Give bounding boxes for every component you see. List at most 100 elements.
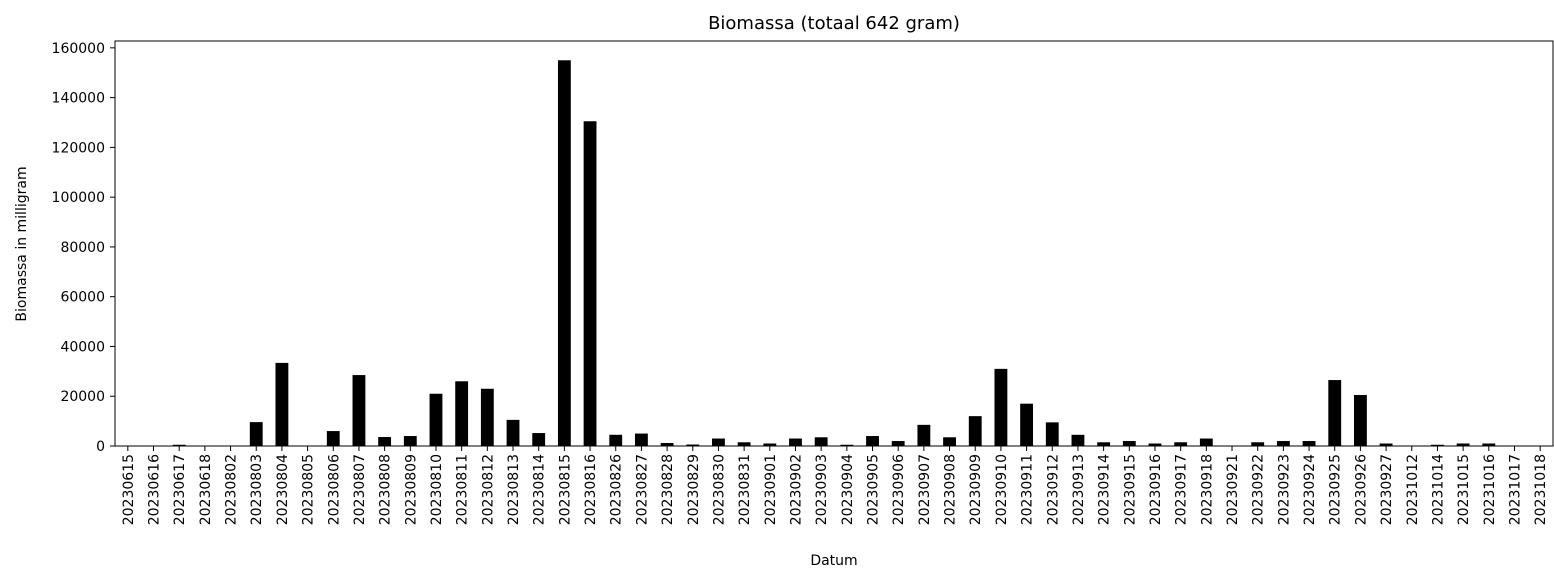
bar xyxy=(403,436,417,446)
bar xyxy=(557,60,571,447)
bar xyxy=(891,441,905,446)
x-tick-label: 20231012 xyxy=(1405,454,1421,525)
plot-frame xyxy=(114,40,1554,447)
x-tick-label: 20231014 xyxy=(1430,454,1446,525)
x-tick-label: 20231018 xyxy=(1533,454,1549,525)
x-tick-label: 20230925 xyxy=(1328,454,1344,525)
x-tick-label: 20230831 xyxy=(737,454,753,525)
bar xyxy=(814,437,828,446)
bar xyxy=(532,433,546,446)
x-tick-label: 20230906 xyxy=(891,454,907,525)
y-tick-label: 20000 xyxy=(60,389,105,405)
x-tick-label: 20230618 xyxy=(198,454,214,525)
y-axis-label: Biomassa in milligram xyxy=(14,166,30,321)
bar xyxy=(172,444,186,446)
bar xyxy=(1199,438,1213,446)
x-tick-label: 20230914 xyxy=(1097,454,1113,525)
y-tick-label: 0 xyxy=(96,439,105,455)
x-tick-label: 20230804 xyxy=(275,454,291,525)
x-tick-label: 20230924 xyxy=(1302,454,1318,525)
x-tick-label: 20230616 xyxy=(147,454,163,525)
x-tick-label: 20230615 xyxy=(121,454,137,525)
bar xyxy=(1379,443,1393,446)
x-tick-label: 20230921 xyxy=(1225,454,1241,525)
x-tick-label: 20230913 xyxy=(1071,454,1087,525)
x-tick-label: 20231016 xyxy=(1482,454,1498,525)
bar xyxy=(1122,441,1136,446)
x-tick-label: 20230902 xyxy=(788,454,804,525)
bar xyxy=(1148,443,1162,446)
y-tick-label: 40000 xyxy=(60,339,105,355)
x-tick-label: 20230927 xyxy=(1379,454,1395,525)
bar xyxy=(634,433,648,446)
bar xyxy=(686,444,700,446)
bar xyxy=(763,443,777,446)
x-tick-label: 20230814 xyxy=(532,454,548,525)
x-tick-label: 20230922 xyxy=(1251,454,1267,525)
bar xyxy=(866,436,879,446)
x-tick-label: 20230812 xyxy=(480,454,496,525)
x-tick-label: 20230908 xyxy=(943,454,959,525)
x-tick-label: 20231017 xyxy=(1507,454,1523,525)
bar xyxy=(429,393,443,446)
x-tick-label: 20230905 xyxy=(866,454,882,525)
bar xyxy=(1456,443,1470,446)
y-tick-label: 60000 xyxy=(60,290,105,306)
y-tick-label: 120000 xyxy=(52,140,105,156)
x-tick-label: 20230815 xyxy=(557,454,573,525)
x-tick-label: 20230807 xyxy=(352,454,368,525)
bar xyxy=(1353,394,1367,446)
x-tick-label: 20230803 xyxy=(249,454,265,525)
bar xyxy=(917,424,931,446)
bar xyxy=(1482,443,1496,446)
bar xyxy=(1020,403,1034,446)
x-axis-label: Datum xyxy=(810,553,857,568)
x-tick-label: 20230829 xyxy=(686,454,702,525)
x-tick-label: 20230917 xyxy=(1174,454,1190,525)
x-tick-label: 20230923 xyxy=(1276,454,1292,525)
x-tick-label: 20230816 xyxy=(583,454,599,525)
x-tick-label: 20230926 xyxy=(1353,454,1369,525)
bar xyxy=(1276,441,1290,446)
bar xyxy=(737,442,751,446)
bar xyxy=(660,443,674,446)
bar xyxy=(789,438,802,446)
x-tick-label: 20230918 xyxy=(1199,454,1215,525)
x-tick-label: 20230811 xyxy=(455,454,471,525)
x-tick-label: 20230901 xyxy=(763,454,779,525)
y-tick-label: 80000 xyxy=(60,240,105,256)
x-tick-label: 20230907 xyxy=(917,454,933,525)
bar xyxy=(1328,380,1342,446)
x-tick-label: 20230910 xyxy=(994,454,1010,525)
y-tick-label: 140000 xyxy=(52,91,105,107)
bar xyxy=(275,362,289,446)
bar xyxy=(968,416,982,446)
bar xyxy=(1045,422,1059,446)
y-tick-label: 160000 xyxy=(52,41,105,57)
bar xyxy=(609,434,623,446)
x-tick-label: 20230909 xyxy=(968,454,984,525)
x-tick-label: 20230810 xyxy=(429,454,445,525)
y-tick-label: 100000 xyxy=(52,190,105,206)
x-tick-label: 20230916 xyxy=(1148,454,1164,525)
bar xyxy=(249,422,263,446)
bar xyxy=(1071,434,1085,446)
bar xyxy=(1174,442,1188,446)
bar xyxy=(583,121,597,447)
x-tick-label: 20230617 xyxy=(172,454,188,525)
chart-title: Biomassa (totaal 642 gram) xyxy=(708,13,960,34)
x-tick-label: 20230911 xyxy=(1020,454,1036,525)
x-tick-label: 20230805 xyxy=(301,454,317,525)
bar xyxy=(506,419,520,446)
bar xyxy=(1251,442,1265,446)
bar xyxy=(943,437,956,446)
bar xyxy=(455,381,469,446)
x-tick-label: 20230802 xyxy=(224,454,240,525)
bar xyxy=(712,438,725,446)
x-tick-label: 20230903 xyxy=(814,454,830,525)
bar xyxy=(352,375,366,446)
bar xyxy=(378,437,392,446)
bar xyxy=(840,444,854,446)
bar xyxy=(1431,444,1444,446)
